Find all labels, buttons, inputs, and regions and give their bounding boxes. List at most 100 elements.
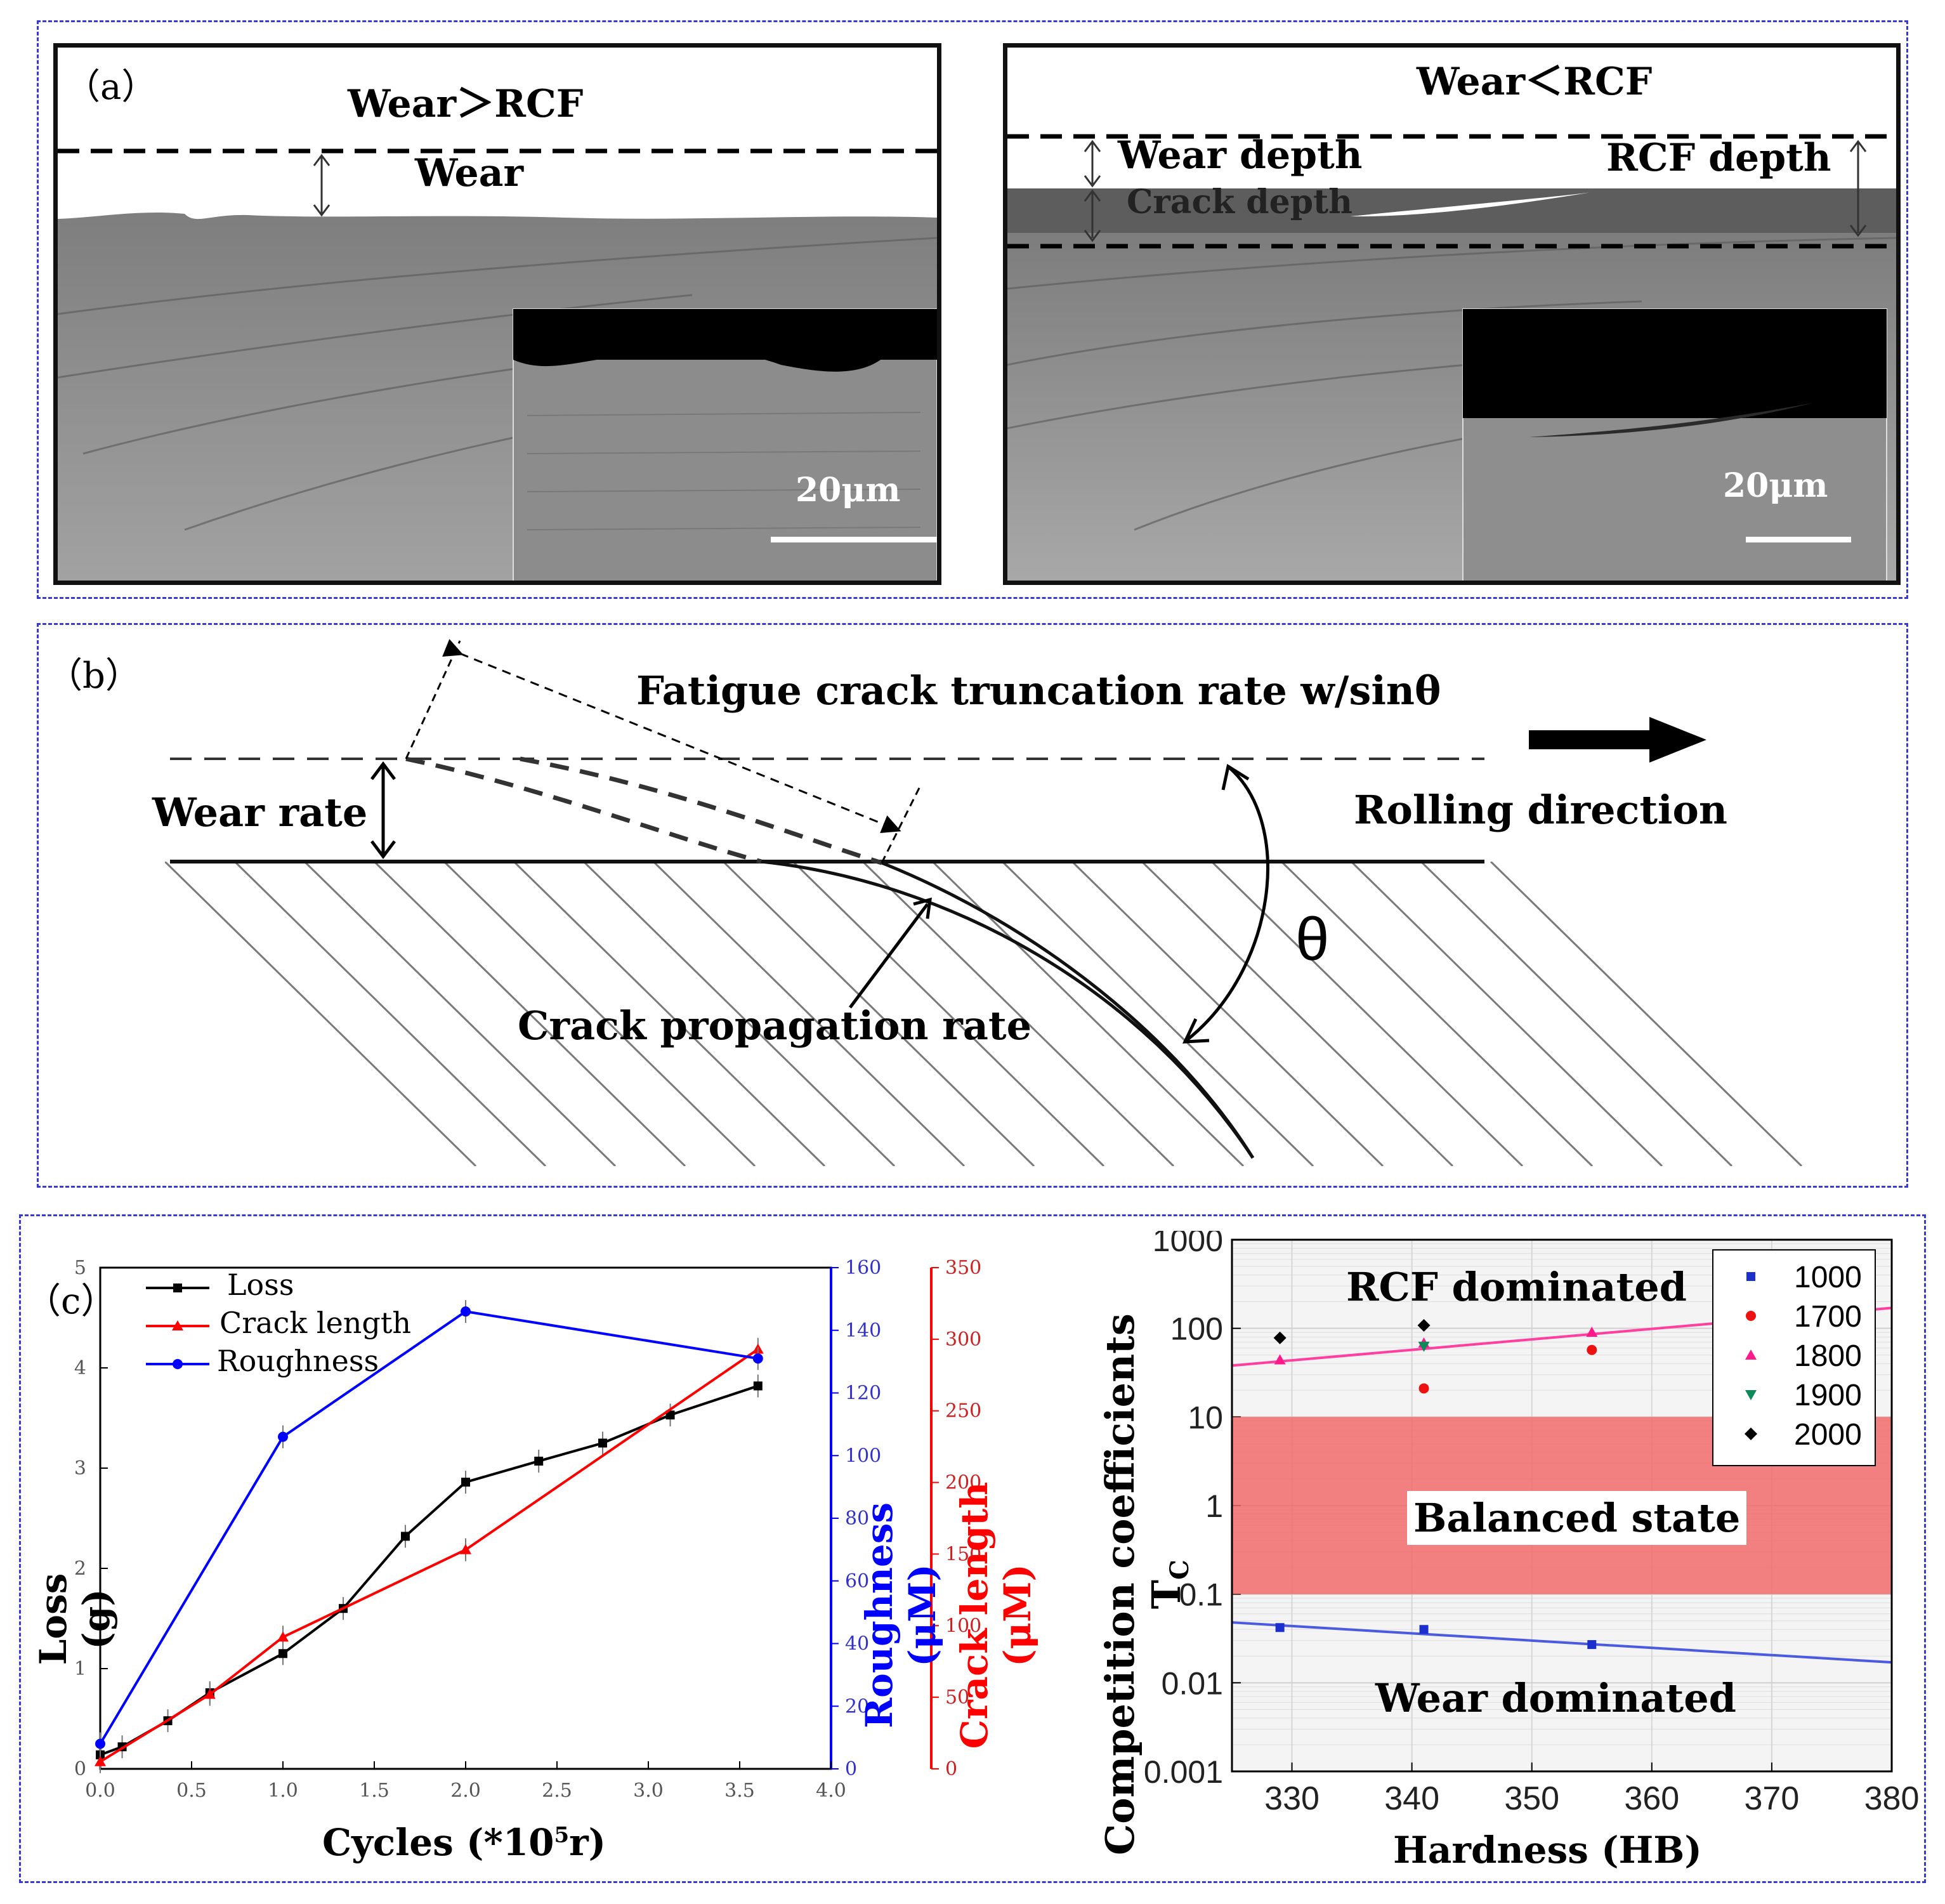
x-tick-label: 3.0 (633, 1780, 664, 1802)
y-left-tick-label: 2 (74, 1558, 86, 1580)
y-rough-tick-label: 60 (845, 1570, 869, 1592)
y-axis-title-loss: Loss (g) (32, 1573, 118, 1665)
x-tick-label: 0.0 (85, 1780, 115, 1802)
data-point (204, 1688, 216, 1699)
theta-label: θ (1295, 905, 1330, 973)
y-tick-label: 1 (1205, 1488, 1223, 1524)
x-tick-label: 330 (1264, 1780, 1320, 1817)
rcf-depth-label: RCF depth (1606, 136, 1831, 180)
y-axis-title-text: Competition coefficients T (1096, 1313, 1189, 1856)
fit-line (1231, 1621, 1892, 1664)
x-tick-label: 2.0 (450, 1780, 481, 1802)
y-rough-tick-label: 120 (845, 1382, 881, 1405)
legend-label: 2000 (1794, 1418, 1862, 1452)
x-tick-label: 4.0 (816, 1780, 846, 1802)
wear-depth-label: Wear depth (1118, 133, 1363, 178)
data-point (278, 1431, 288, 1442)
legend-marker (1746, 1272, 1755, 1281)
y-rough-tick-label: 20 (845, 1695, 869, 1717)
hatched-material (165, 862, 1803, 1166)
y-left-tick-label: 3 (74, 1457, 86, 1480)
competition-coefficient-chart: 330 340 350 360 370 380 0.001 0.01 0.1 1 10 100 1000… (1144, 1231, 1920, 1817)
y-crack-tick-label: 0 (945, 1758, 957, 1780)
panel-a-label: （a） (65, 67, 157, 108)
y-axis-title-competition: Competition coefficients TC (1097, 1299, 1195, 1870)
data-point (400, 1532, 410, 1541)
legend-marker (1745, 1428, 1757, 1440)
legend-marker (1745, 1390, 1757, 1400)
legend-marker (1745, 1349, 1757, 1360)
legend-swatch-marker (173, 1359, 183, 1369)
legend-label: 1800 (1794, 1339, 1862, 1373)
data-point (277, 1631, 289, 1642)
panel-a-frame (37, 20, 1908, 599)
y-axis-title-crack: Crack length (μM) (953, 1481, 1039, 1749)
data-point-2000 (1417, 1318, 1431, 1332)
legend-box (1712, 1249, 1876, 1466)
series-line-loss (100, 1384, 759, 1756)
y-axis-title-subscript: C (1165, 1559, 1195, 1580)
x-tick-label: 1.0 (268, 1780, 298, 1802)
loss-crack-roughness-chart: 0.0 0.5 1.0 1.5 2.0 2.5 3.0 3.5 4.00123450204060… (74, 1257, 981, 1802)
x-tick-label: 370 (1745, 1780, 1800, 1817)
y-left-tick-label: 1 (74, 1658, 86, 1680)
data-point-1700 (1587, 1344, 1597, 1355)
truncation-label: Fatigue crack truncation rate w/sinθ (636, 667, 1441, 714)
sem-image-left (53, 43, 941, 585)
data-point (95, 1756, 106, 1766)
x-axis-title-hardness: Hardness (HB) (1393, 1828, 1702, 1872)
data-point (752, 1353, 763, 1364)
plot-area-frame (1231, 1238, 1893, 1773)
data-point (461, 1306, 471, 1317)
legend-roughness-label: Roughness (217, 1344, 379, 1378)
panel-b-label: （b） (47, 655, 141, 697)
data-point (278, 1649, 287, 1658)
data-point-1900 (1418, 1341, 1430, 1352)
y-tick-label: 0.1 (1179, 1577, 1223, 1613)
x-tick-label: 340 (1384, 1780, 1439, 1817)
data-point-1700 (1418, 1383, 1429, 1394)
panel-c-frame (19, 1214, 1926, 1883)
data-point (598, 1438, 607, 1448)
y-tick-label: 0.001 (1144, 1754, 1223, 1790)
data-point (534, 1456, 544, 1466)
legend-label: 1700 (1794, 1300, 1862, 1334)
data-point-1000 (1275, 1623, 1285, 1632)
x-tick-label: 1.5 (359, 1780, 390, 1802)
y-tick-label: 10 (1188, 1400, 1223, 1435)
sem-left-graphic (58, 48, 937, 581)
left-title: Wear＞RCF (348, 82, 584, 126)
legend-marker (1746, 1311, 1756, 1321)
data-point-1800 (1586, 1327, 1598, 1337)
data-point (95, 1738, 105, 1749)
legend-label: 1000 (1794, 1261, 1862, 1294)
legend-loss-label: Loss (227, 1268, 294, 1302)
region-rcf-dominated: RCF dominated (1346, 1264, 1687, 1310)
y-left-tick-label: 5 (74, 1257, 86, 1279)
panel-b-frame (37, 623, 1908, 1188)
x-tick-label: 380 (1864, 1780, 1920, 1817)
data-point (460, 1544, 471, 1554)
y-tick-label: 1000 (1153, 1231, 1223, 1258)
data-point-2000 (1273, 1331, 1287, 1344)
data-point (461, 1478, 470, 1487)
crack-depth-label: Crack depth (1127, 183, 1352, 221)
y-rough-tick-label: 100 (845, 1445, 881, 1467)
y-crack-tick-label: 100 (945, 1615, 981, 1637)
y-rough-tick-label: 0 (845, 1758, 857, 1780)
wear-rate-label: Wear rate (152, 789, 368, 836)
legend-swatch-marker (173, 1284, 182, 1292)
y-crack-tick-label: 350 (945, 1257, 981, 1279)
series-line-roughness (99, 1310, 759, 1745)
y-crack-tick-label: 300 (945, 1329, 981, 1351)
y-left-tick-label: 0 (74, 1758, 86, 1780)
y-axis-title-roughness: Roughness (μM) (858, 1502, 944, 1729)
y-rough-tick-label: 80 (845, 1507, 869, 1530)
x-tick-label: 2.5 (542, 1780, 572, 1802)
region-wear-dominated: Wear dominated (1375, 1675, 1736, 1721)
left-scale-bar-label: 20μm (796, 471, 901, 509)
data-point (753, 1381, 763, 1391)
y-rough-tick-label: 140 (845, 1320, 881, 1342)
legend-swatch-marker (172, 1320, 183, 1330)
y-crack-tick-label: 200 (945, 1472, 981, 1494)
